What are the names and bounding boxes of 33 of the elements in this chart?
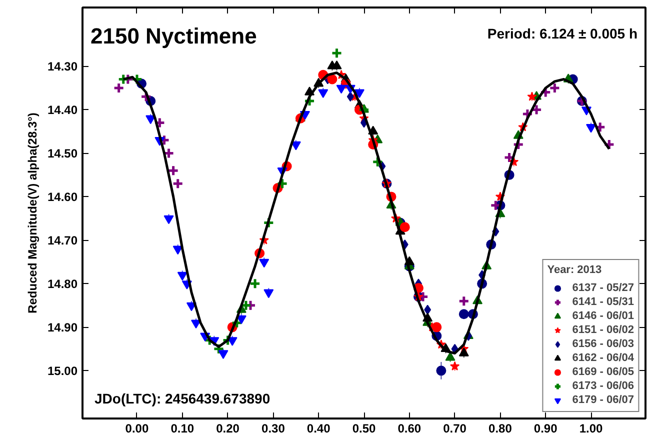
annotation: JDo(LTC): 2456439.673890 (94, 390, 270, 406)
x-tick-label: 0.60 (398, 422, 422, 436)
x-tick-label: 0.80 (488, 422, 512, 436)
x-tick-label: 0.30 (262, 422, 286, 436)
x-tick-label: 0.40 (306, 422, 331, 436)
legend-label: 6169 - 06/05 (572, 365, 634, 379)
legend-title: Year: 2013 (547, 264, 603, 276)
y-tick-label: 14.80 (47, 277, 78, 292)
legend-label: 6156 - 06/03 (572, 337, 634, 351)
x-tick-label: 0.90 (534, 422, 558, 436)
legend-label: 6141 - 05/31 (572, 295, 634, 309)
y-tick-label: 14.40 (47, 103, 78, 118)
x-tick-label: 0.70 (443, 422, 467, 436)
y-tick-label: 14.50 (47, 146, 78, 161)
legend-label: 6151 - 06/02 (572, 323, 634, 337)
y-tick-label: 15.00 (47, 364, 78, 378)
x-tick-label: 0.00 (125, 422, 149, 436)
text: 2150 Nyctimene (90, 24, 257, 48)
y-tick-label: 14.70 (47, 234, 78, 248)
legend-label: 6137 - 05/27 (572, 281, 634, 295)
x-tick-label: 0.20 (216, 422, 240, 436)
legend-label: 6146 - 06/01 (572, 309, 634, 323)
legend-label: 6162 - 06/04 (572, 351, 634, 365)
legend-label: 6173 - 06/06 (572, 379, 634, 393)
x-tick-label: 0.50 (352, 422, 376, 436)
x-tick-label: 0.10 (170, 422, 194, 436)
x-tick-label: 1.00 (579, 422, 604, 436)
y-axis-title: Reduced Magnitude(V) alpha(28.3°) (25, 112, 40, 314)
y-tick-label: 14.30 (47, 60, 78, 74)
annotation: Period: 6.124 ± 0.005 h (487, 26, 638, 42)
legend-label: 6179 - 06/07 (572, 393, 634, 407)
y-tick-label: 14.60 (47, 190, 78, 204)
y-tick-label: 14.90 (47, 320, 78, 335)
